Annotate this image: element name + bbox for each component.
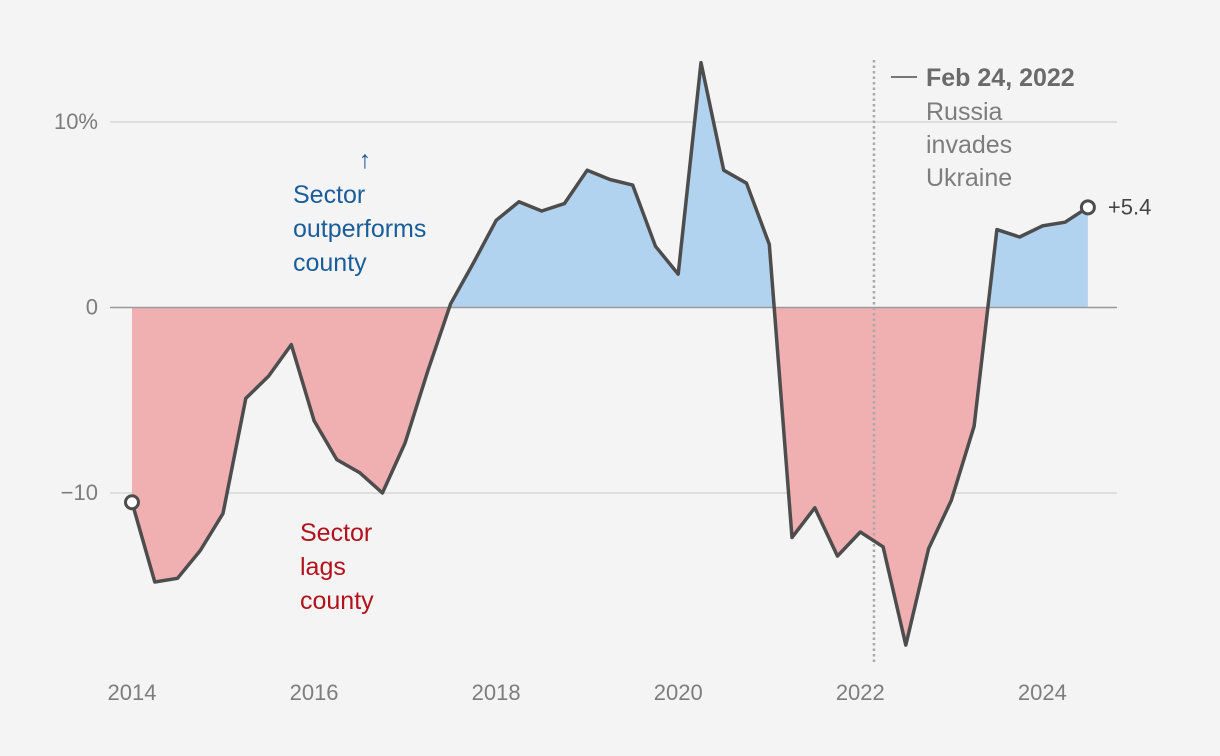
negative-area bbox=[774, 307, 988, 646]
x-tick-label: 2022 bbox=[836, 680, 885, 705]
y-tick-label: 0 bbox=[86, 295, 98, 320]
x-tick-label: 2016 bbox=[290, 680, 339, 705]
x-tick-label: 2014 bbox=[108, 680, 157, 705]
event-text-line: invades bbox=[926, 131, 1012, 159]
event-layer: Feb 24, 2022 Russia invades Ukraine bbox=[872, 60, 1075, 662]
end-value-label: +5.4 bbox=[1108, 194, 1151, 219]
tick-layer: 10% 0 −10 2014 2016 2018 2020 2022 2024 bbox=[54, 109, 1067, 705]
line-layer bbox=[130, 60, 1089, 647]
negative-annotation-line: county bbox=[300, 587, 374, 615]
x-tick-label: 2020 bbox=[654, 680, 703, 705]
y-tick-label: −10 bbox=[61, 480, 98, 505]
negative-annotation-line: Sector bbox=[300, 519, 372, 547]
x-tick-label: 2024 bbox=[1018, 680, 1067, 705]
start-marker bbox=[124, 494, 140, 511]
positive-annotation-line: Sector bbox=[293, 181, 365, 209]
positive-annotation-line: county bbox=[293, 249, 367, 277]
positive-area bbox=[449, 62, 775, 308]
area-layer bbox=[132, 62, 1088, 646]
end-marker bbox=[1079, 199, 1096, 216]
negative-annotation-line: lags bbox=[300, 553, 346, 581]
x-tick-label: 2018 bbox=[472, 680, 521, 705]
y-tick-label: 10% bbox=[54, 109, 98, 134]
positive-area bbox=[987, 207, 1088, 308]
negative-area bbox=[132, 307, 450, 582]
series-line bbox=[130, 60, 1089, 647]
positive-annotation-line: outperforms bbox=[293, 215, 426, 243]
event-text-line: Russia bbox=[926, 98, 1003, 126]
event-date-label: Feb 24, 2022 bbox=[926, 64, 1075, 92]
note-layer: ↑ Sector outperforms county Sector lags … bbox=[293, 146, 1151, 615]
event-text-line: Ukraine bbox=[926, 164, 1012, 192]
marker-layer bbox=[124, 199, 1096, 511]
up-arrow-icon: ↑ bbox=[359, 146, 372, 174]
